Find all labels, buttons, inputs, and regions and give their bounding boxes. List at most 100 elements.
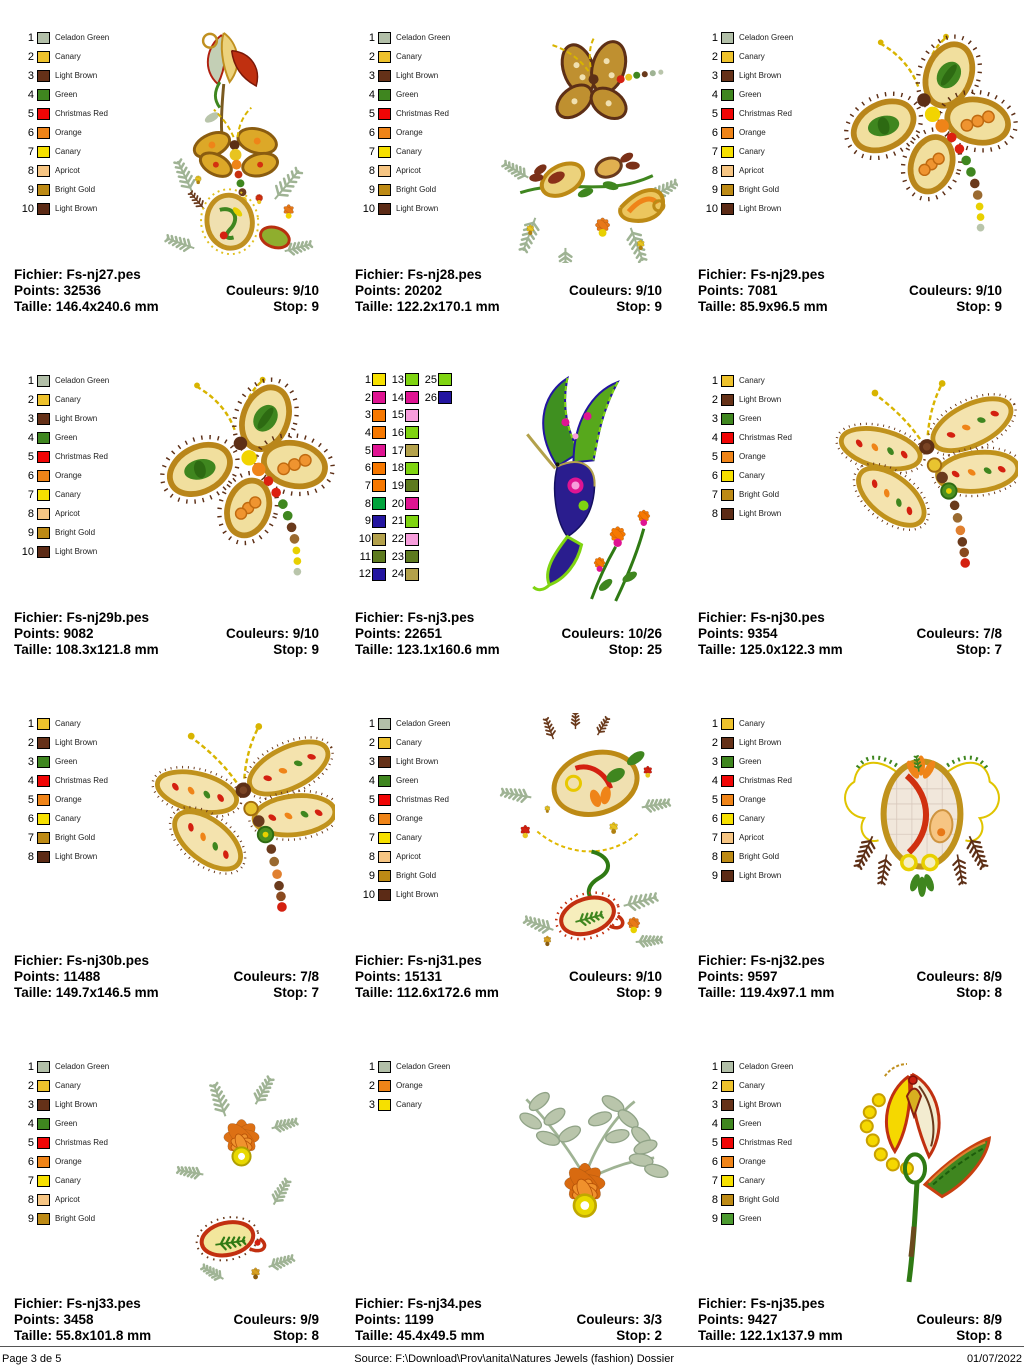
color-name: Christmas Red <box>55 452 108 461</box>
legend-number: 9 <box>368 869 375 882</box>
legend-row: 1 Celadon Green <box>14 371 142 390</box>
color-swatch <box>721 450 734 463</box>
design-info: Fichier: Fs-nj3.pes Points: 22651 Couleu… <box>355 610 678 658</box>
color-swatch <box>721 1136 734 1149</box>
legend-number: 8 <box>27 1193 34 1206</box>
color-swatch <box>378 774 391 787</box>
color-swatch <box>405 479 419 493</box>
color-name: Apricot <box>55 166 80 175</box>
color-name: Green <box>396 90 419 99</box>
color-name: Canary <box>55 814 81 823</box>
color-swatch <box>721 183 734 196</box>
color-swatch <box>405 497 419 511</box>
color-name: Green <box>739 1119 762 1128</box>
source-path: Source: F:\Download\Prov\anita\Natures J… <box>354 1352 675 1365</box>
color-name: Orange <box>55 1157 82 1166</box>
legend-row: 6 Orange <box>14 1152 142 1171</box>
color-swatch <box>37 164 50 177</box>
legend-number: 8 <box>711 1193 718 1206</box>
legend-number: 6 <box>27 812 34 825</box>
color-swatch <box>721 850 734 863</box>
legend-row: 8 Apricot <box>698 161 826 180</box>
legend-row: 24 <box>388 566 419 584</box>
color-name: Christmas Red <box>739 776 792 785</box>
legend-number: 1 <box>711 374 718 387</box>
legend-row: 1 Celadon Green <box>355 1057 483 1076</box>
legend-row: 3 Light Brown <box>698 66 826 85</box>
legend-row: 1 Celadon Green <box>355 714 483 733</box>
legend-row: 1 Celadon Green <box>355 28 483 47</box>
legend-row: 1 Celadon Green <box>698 1057 826 1076</box>
color-swatch <box>37 1136 50 1149</box>
design-card: 1 Celadon Green 2 Canary 3 Light Brown 4 Green 5… <box>0 368 341 711</box>
stitch-count: Points: 22651 <box>355 626 443 641</box>
color-swatch <box>37 545 50 558</box>
color-name: Bright Gold <box>55 833 96 842</box>
stitch-count: Points: 7081 <box>698 283 778 298</box>
design-card: 1 Canary 2 Light Brown 3 Green 4 Christmas Red 5… <box>0 711 341 1054</box>
legend-number: 4 <box>27 88 34 101</box>
legend-row: 7 Canary <box>14 1171 142 1190</box>
legend-row: 4 Green <box>355 771 483 790</box>
color-swatch <box>721 1174 734 1187</box>
thread-color-legend: 1 2 3 4 5 6 7 8 9 10 11 12 13 14 15 16 17 18 19 20 21 22 23 24 2… <box>355 370 483 606</box>
legend-row: 4 Green <box>14 428 142 447</box>
color-swatch <box>372 550 386 564</box>
color-swatch <box>405 408 419 422</box>
legend-row: 9 Bright Gold <box>14 180 142 199</box>
legend-number: 2 <box>27 736 34 749</box>
legend-number: 17 <box>391 444 404 457</box>
color-name: Orange <box>739 795 766 804</box>
design-info: Fichier: Fs-nj33.pes Points: 3458 Couleu… <box>14 1296 335 1344</box>
color-swatch <box>37 1174 50 1187</box>
color-name: Canary <box>396 738 422 747</box>
legend-row: 8 Apricot <box>14 504 142 523</box>
legend-row: 5 Orange <box>14 790 142 809</box>
legend-number: 5 <box>27 450 34 463</box>
legend-row: 1 Celadon Green <box>14 1057 142 1076</box>
file-name: Fichier: Fs-nj32.pes <box>698 953 825 968</box>
legend-row: 5 Christmas Red <box>355 104 483 123</box>
legend-row: 8 Apricot <box>14 1190 142 1209</box>
color-name: Orange <box>739 128 766 137</box>
legend-row: 4 Green <box>698 85 826 104</box>
color-name: Celadon Green <box>396 33 451 42</box>
design-info: Fichier: Fs-nj32.pes Points: 9597 Couleu… <box>698 953 1018 1001</box>
paisley-dragonfly-design <box>826 27 1018 263</box>
color-swatch <box>37 526 50 539</box>
design-info: Fichier: Fs-nj30b.pes Points: 11488 Coul… <box>14 953 335 1001</box>
legend-row: 6 Orange <box>698 1152 826 1171</box>
color-name: Christmas Red <box>55 1138 108 1147</box>
stop-count: Stop: 9 <box>956 299 1002 314</box>
legend-number: 1 <box>27 1060 34 1073</box>
legend-number: 3 <box>27 69 34 82</box>
color-name: Light Brown <box>739 871 782 880</box>
legend-row: 2 Canary <box>14 47 142 66</box>
design-size: Taille: 125.0x122.3 mm <box>698 642 843 657</box>
legend-number: 7 <box>368 831 375 844</box>
legend-row: 10 <box>355 530 386 548</box>
legend-number: 6 <box>711 1155 718 1168</box>
color-swatch <box>372 479 386 493</box>
color-count: Couleurs: 8/9 <box>916 969 1002 984</box>
color-swatch <box>378 755 391 768</box>
legend-number: 5 <box>368 107 375 120</box>
stop-count: Stop: 8 <box>956 985 1002 1000</box>
legend-row: 4 Christmas Red <box>14 771 142 790</box>
color-name: Christmas Red <box>396 795 449 804</box>
color-swatch <box>721 774 734 787</box>
legend-row: 13 <box>388 371 419 389</box>
legend-number: 7 <box>711 145 718 158</box>
design-size: Taille: 149.7x146.5 mm <box>14 985 159 1000</box>
legend-number: 2 <box>368 736 375 749</box>
legend-number: 7 <box>27 145 34 158</box>
color-name: Bright Gold <box>739 852 780 861</box>
legend-row: 4 Green <box>14 1114 142 1133</box>
legend-number: 2 <box>27 393 34 406</box>
legend-row: 26 <box>421 389 452 407</box>
stop-count: Stop: 25 <box>608 642 662 657</box>
color-name: Light Brown <box>396 71 439 80</box>
legend-row: 9 <box>355 513 386 531</box>
color-swatch <box>721 1117 734 1130</box>
